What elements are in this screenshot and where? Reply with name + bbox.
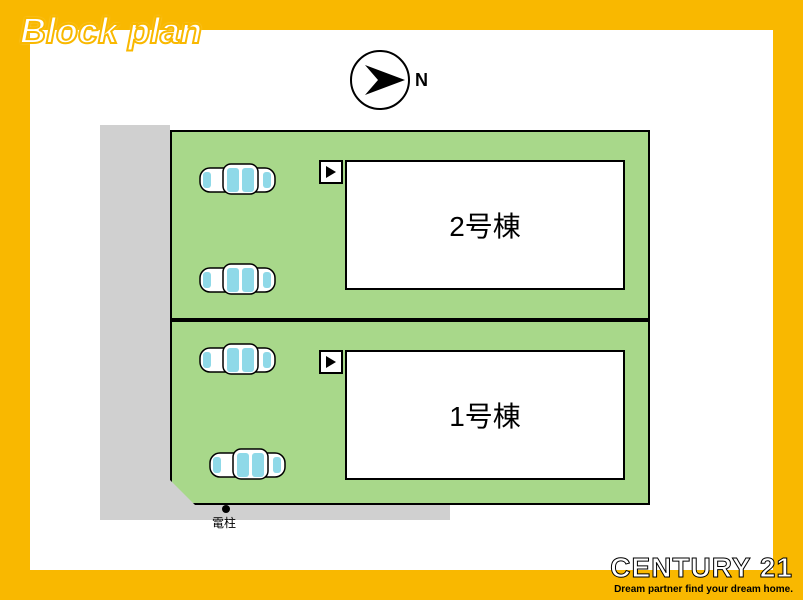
brand-block: CENTURY 21 Dream partner find your dream… bbox=[610, 552, 793, 595]
lot-1-chamfer bbox=[170, 480, 195, 505]
car-icon bbox=[195, 160, 285, 200]
brand-tagline: Dream partner find your dream home. bbox=[610, 584, 793, 595]
entry-marker-1 bbox=[319, 350, 343, 374]
entry-marker-2 bbox=[319, 160, 343, 184]
utility-pole-label: 電柱 bbox=[212, 514, 236, 531]
road-bottom bbox=[100, 505, 450, 520]
compass-label: N bbox=[415, 70, 428, 91]
car-icon bbox=[195, 340, 285, 380]
building-1: 1号棟 bbox=[345, 350, 625, 480]
car-icon bbox=[205, 445, 295, 485]
building-1-label: 1号棟 bbox=[449, 395, 521, 435]
car-icon bbox=[195, 260, 285, 300]
plan-canvas: N 2号棟 1号棟 bbox=[30, 30, 773, 570]
brand-name: CENTURY 21 bbox=[610, 552, 793, 584]
building-2: 2号棟 bbox=[345, 160, 625, 290]
building-2-label: 2号棟 bbox=[449, 205, 521, 245]
page-title: Block plan bbox=[20, 10, 202, 52]
utility-pole-marker bbox=[222, 505, 230, 513]
compass: N bbox=[350, 40, 430, 120]
road-left bbox=[100, 125, 170, 520]
compass-arrow-icon bbox=[360, 60, 410, 100]
